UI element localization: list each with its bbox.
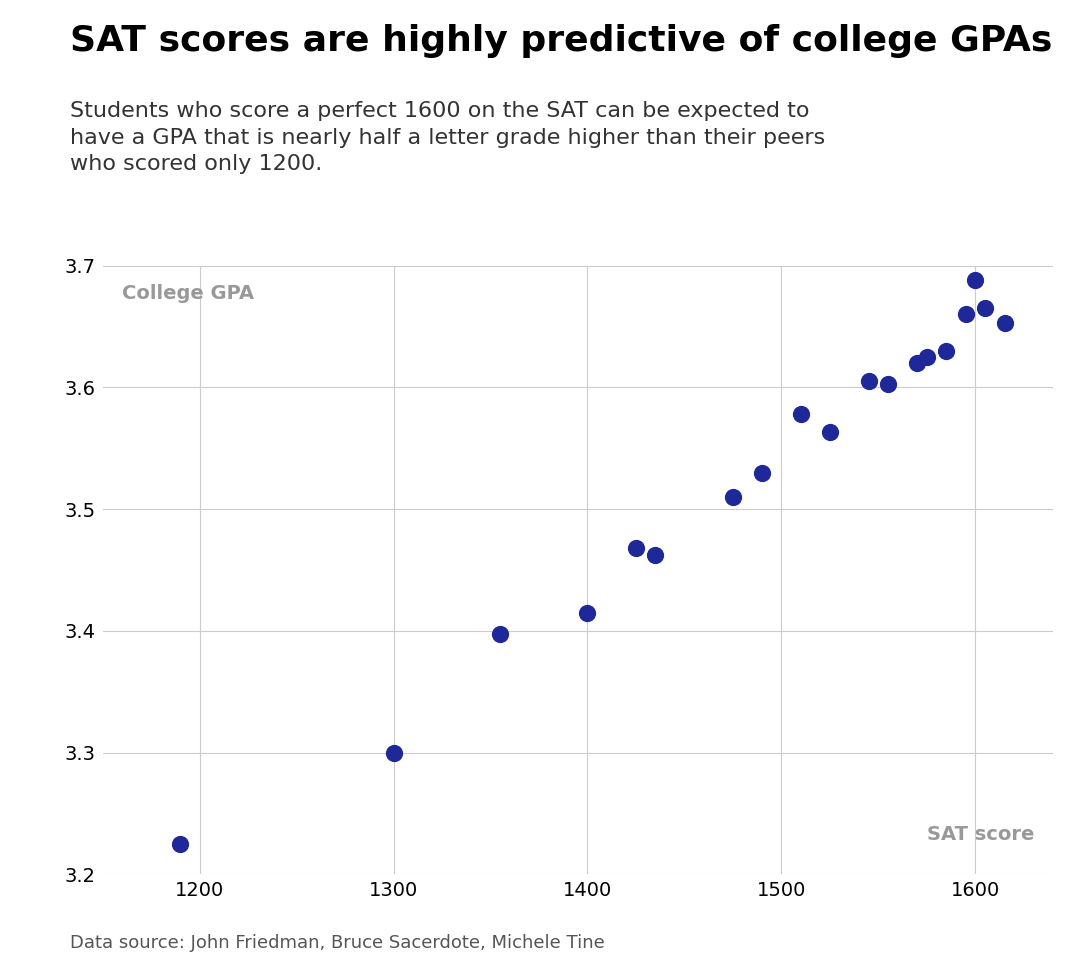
Point — [579, 605, 596, 620]
Point — [725, 489, 742, 504]
Point — [647, 548, 664, 563]
Point — [957, 306, 974, 322]
Point — [491, 627, 509, 642]
Point — [821, 425, 838, 440]
Point — [996, 315, 1013, 330]
Text: Students who score a perfect 1600 on the SAT can be expected to
have a GPA that : Students who score a perfect 1600 on the… — [70, 101, 825, 174]
Point — [172, 836, 189, 852]
Text: SAT scores are highly predictive of college GPAs: SAT scores are highly predictive of coll… — [70, 24, 1053, 58]
Text: SAT score: SAT score — [927, 825, 1034, 844]
Point — [879, 376, 896, 391]
Text: Data source: John Friedman, Bruce Sacerdote, Michele Tine: Data source: John Friedman, Bruce Sacerd… — [70, 933, 605, 952]
Text: College GPA: College GPA — [122, 284, 254, 303]
Point — [937, 343, 955, 358]
Point — [967, 272, 984, 288]
Point — [860, 374, 877, 389]
Point — [754, 465, 771, 480]
Point — [976, 300, 994, 316]
Point — [908, 355, 926, 371]
Point — [793, 407, 810, 422]
Point — [627, 540, 645, 555]
Point — [384, 745, 402, 760]
Point — [918, 350, 935, 365]
